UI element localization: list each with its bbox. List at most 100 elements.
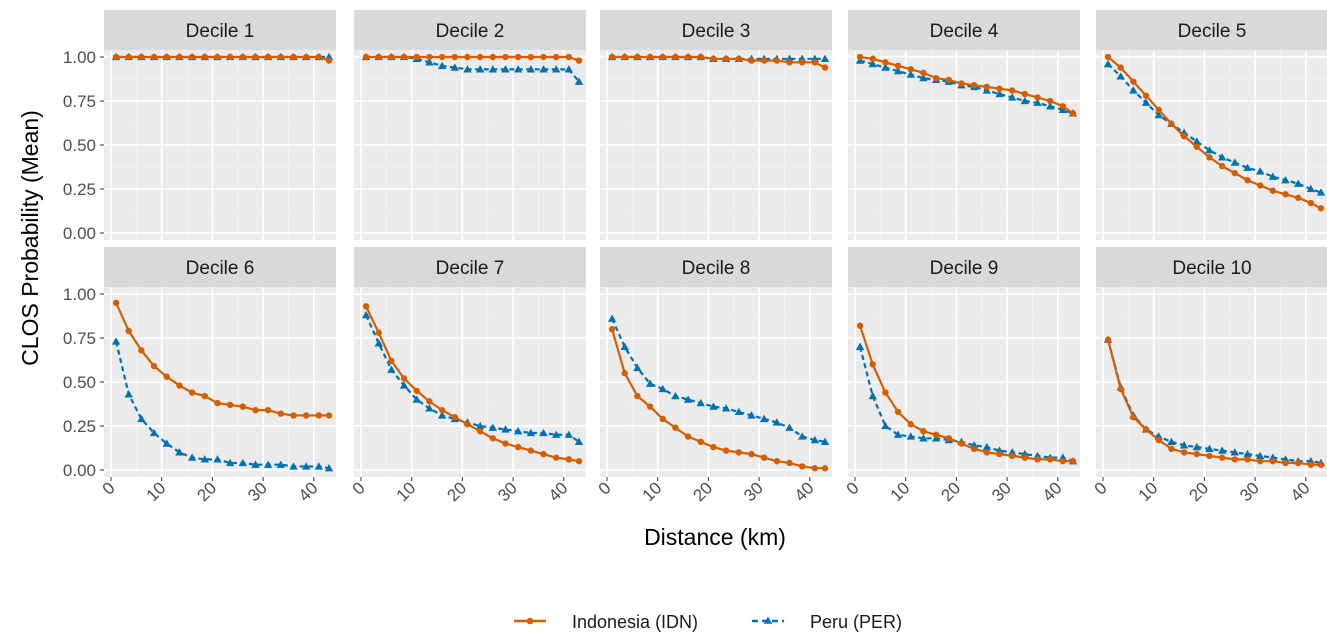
data-point-idn	[315, 412, 323, 419]
y-tick-label: 1.00	[63, 48, 96, 67]
data-point-per	[607, 314, 617, 322]
data-point-per	[526, 65, 536, 73]
x-tick-label: 10	[639, 478, 666, 505]
data-point-per	[425, 58, 434, 66]
data-point-idn	[1104, 336, 1112, 343]
data-point-per	[759, 414, 769, 423]
data-point-per	[564, 65, 574, 73]
data-point-per	[820, 437, 830, 445]
data-point-per	[324, 464, 334, 472]
data-point-idn	[996, 450, 1003, 458]
data-point-per	[1255, 167, 1265, 175]
data-point-idn	[388, 357, 395, 365]
data-point-idn	[1294, 194, 1302, 201]
panel-strip	[600, 10, 832, 50]
data-point-per	[488, 65, 498, 73]
data-point-idn	[1218, 162, 1226, 170]
data-point-idn	[1168, 445, 1175, 453]
data-point-idn	[426, 398, 433, 405]
data-point-idn	[1282, 191, 1289, 198]
data-point-idn	[400, 53, 408, 61]
data-point-per	[1179, 441, 1189, 449]
data-point-idn	[1256, 182, 1264, 189]
data-point-per	[868, 59, 877, 68]
data-point-per	[1293, 179, 1303, 187]
data-point-idn	[188, 53, 196, 61]
data-point-idn	[413, 387, 420, 394]
data-point-per	[1045, 102, 1055, 110]
data-point-idn	[1034, 456, 1041, 463]
panel-5: Decile 5	[1096, 10, 1327, 240]
series-line-per	[365, 314, 580, 443]
data-point-per	[1306, 184, 1316, 193]
data-point-idn	[621, 370, 628, 377]
data-point-idn	[1069, 110, 1077, 117]
data-point-idn	[112, 53, 120, 61]
data-point-per	[645, 379, 655, 387]
data-point-idn	[932, 431, 940, 438]
data-point-idn	[773, 57, 781, 64]
data-point-per	[475, 421, 485, 430]
data-point-idn	[400, 375, 408, 382]
data-point-idn	[672, 424, 679, 431]
data-point-idn	[565, 53, 573, 61]
data-point-idn	[388, 53, 395, 61]
x-tick-label: 0	[99, 478, 119, 498]
data-point-per	[1205, 444, 1214, 453]
x-tick-label: 10	[887, 478, 914, 505]
data-point-idn	[277, 410, 285, 417]
data-point-idn	[1008, 87, 1016, 94]
legend-label-per: Peru (PER)	[810, 612, 902, 632]
data-point-idn	[575, 457, 583, 465]
data-point-per	[906, 432, 915, 440]
data-point-per	[574, 437, 584, 445]
data-point-idn	[748, 57, 755, 64]
data-point-idn	[239, 53, 247, 61]
panel-8: Decile 8 0 10 20 30 40	[595, 247, 832, 505]
data-point-idn	[565, 456, 573, 463]
data-point-idn	[697, 53, 704, 61]
data-point-idn	[856, 322, 864, 329]
panel-3: Decile 3	[600, 10, 832, 240]
data-point-idn	[138, 53, 145, 61]
panel-strip	[354, 10, 586, 50]
data-point-idn	[1307, 461, 1315, 468]
data-point-per	[488, 423, 498, 431]
panel-2: Decile 2	[354, 10, 586, 240]
data-point-idn	[1231, 456, 1239, 463]
data-point-per	[893, 430, 903, 438]
data-point-idn	[201, 392, 208, 400]
data-point-idn	[786, 459, 793, 467]
panel-strip	[1096, 247, 1327, 287]
data-point-idn	[362, 303, 370, 310]
data-point-idn	[907, 66, 914, 73]
panel-title: Decile 6	[186, 258, 255, 279]
data-point-idn	[264, 406, 272, 414]
data-point-per	[995, 89, 1004, 98]
data-point-per	[1129, 86, 1138, 94]
data-point-per	[633, 363, 642, 372]
data-point-per	[709, 402, 718, 410]
data-point-per	[200, 455, 209, 463]
data-point-per	[111, 337, 121, 345]
data-point-idn	[634, 392, 641, 400]
legend-swatch-per-marker	[763, 616, 773, 624]
data-point-idn	[798, 463, 806, 470]
data-point-per	[187, 453, 197, 461]
data-point-idn	[1130, 78, 1137, 85]
data-point-per	[574, 77, 584, 85]
data-point-idn	[540, 53, 547, 61]
data-point-per	[671, 391, 680, 400]
data-point-idn	[176, 382, 183, 389]
data-point-idn	[760, 57, 768, 64]
data-point-idn	[970, 81, 978, 89]
data-point-idn	[798, 59, 806, 66]
data-point-idn	[684, 433, 692, 440]
data-point-idn	[1130, 413, 1137, 421]
data-point-per	[374, 339, 383, 347]
x-tick-label: 0	[1091, 478, 1111, 498]
data-point-idn	[264, 53, 272, 61]
data-point-idn	[1282, 459, 1289, 467]
panel-7: Decile 7 0 10 20 30 40	[349, 247, 586, 505]
data-point-per	[238, 458, 248, 467]
